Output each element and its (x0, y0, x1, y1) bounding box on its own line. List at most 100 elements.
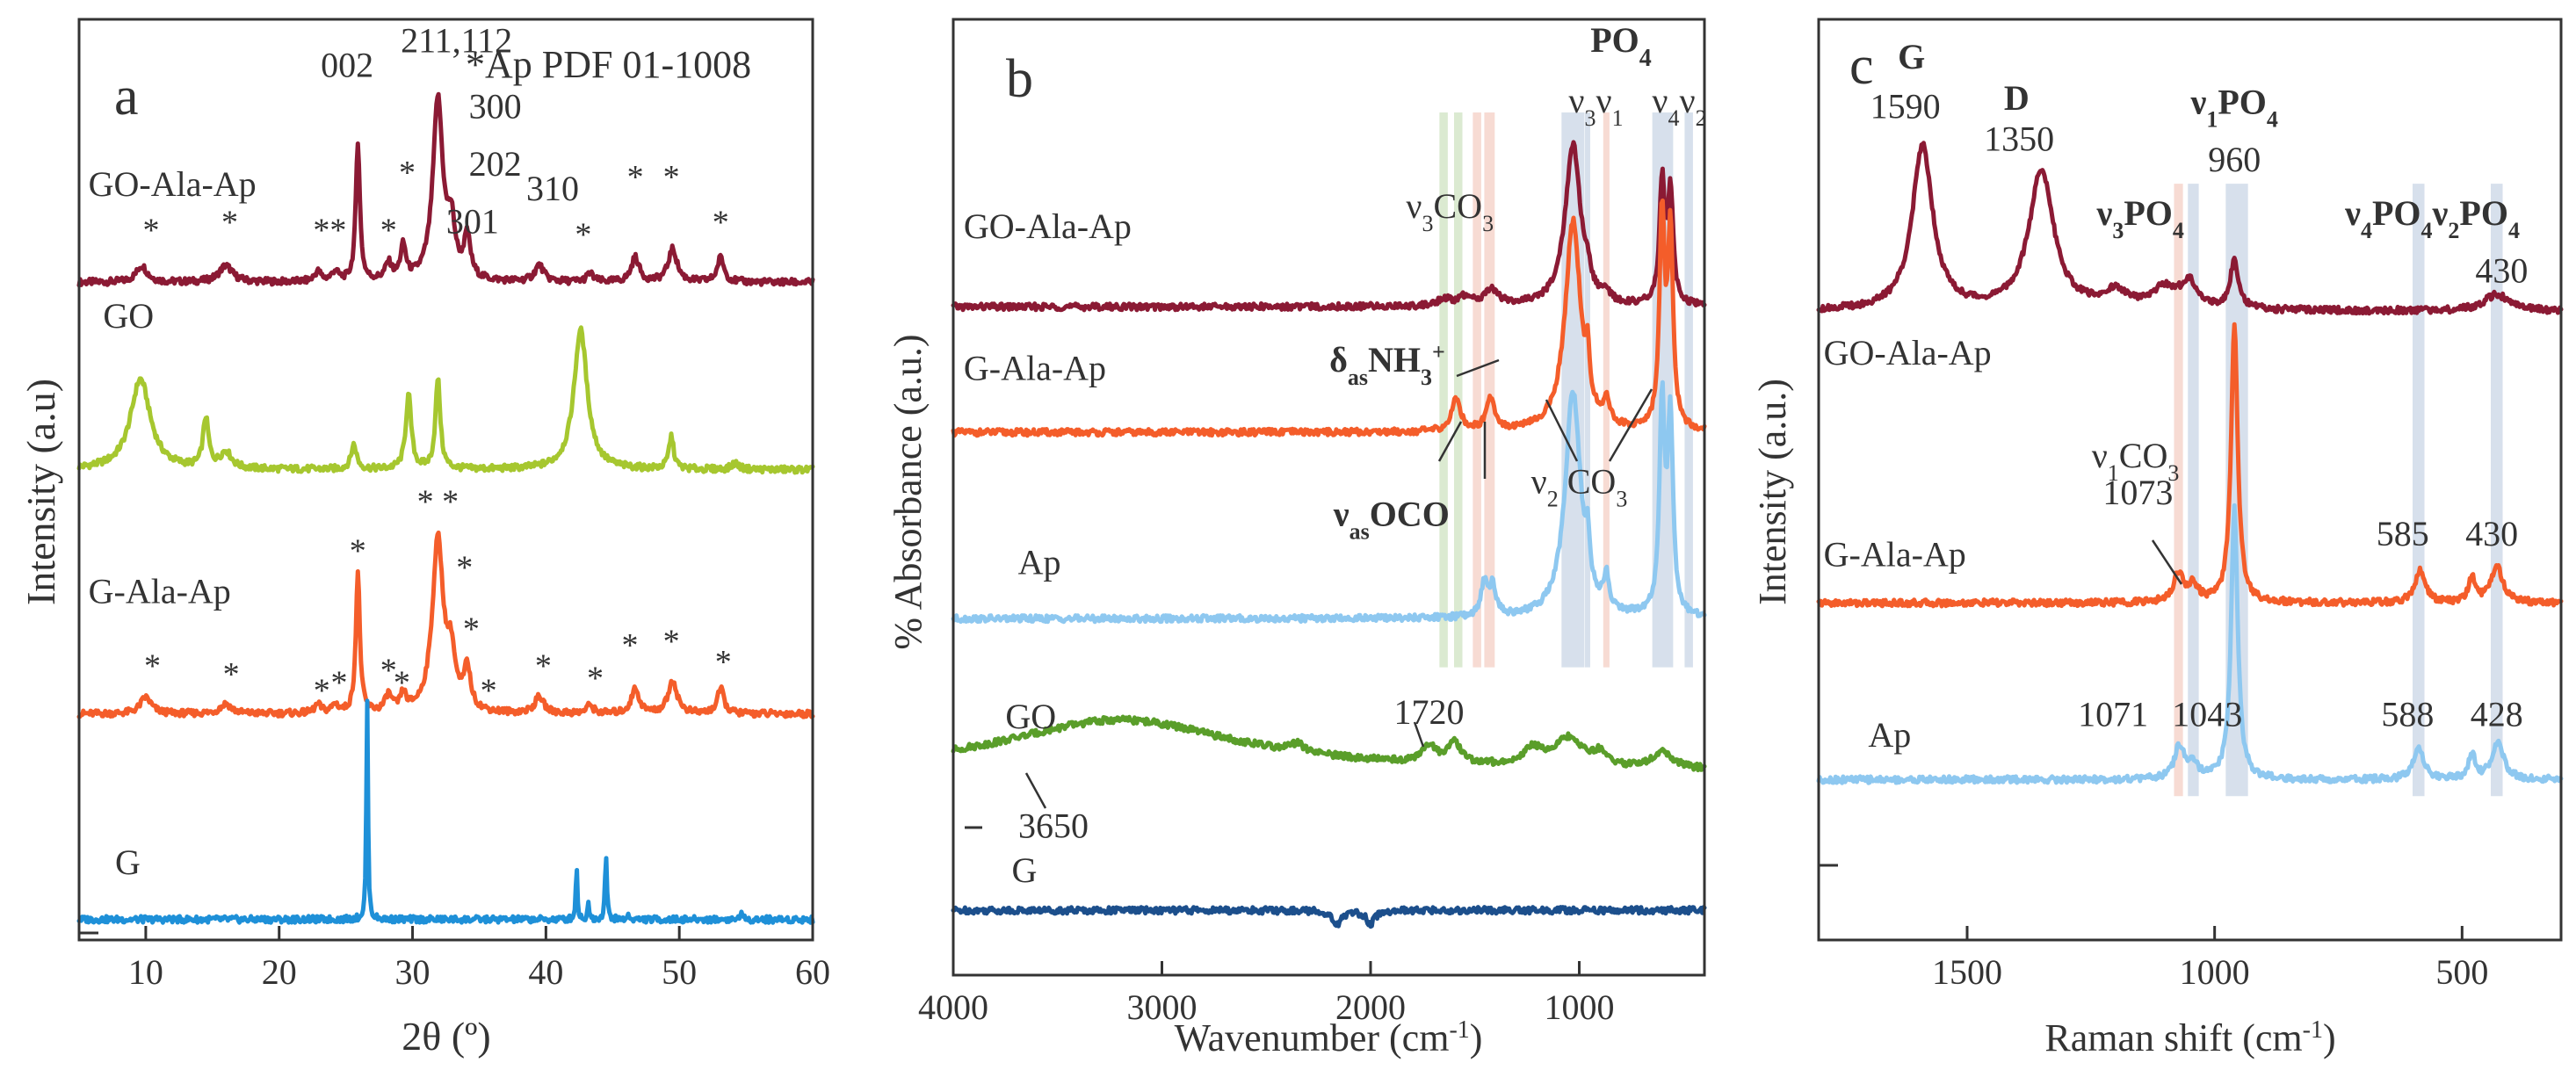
annotation-3po4-6: ν3PO4 (2095, 193, 2183, 243)
panel-c-x-ticks: 1500 1000 500 (1932, 926, 2488, 992)
annotation-002-4: 002 (321, 46, 373, 85)
annotation--27: * (380, 652, 397, 689)
panel-c-traces (1816, 141, 2564, 785)
trace-ap (951, 380, 1707, 625)
annotation-go-ala-ap-0: GO-Ala-Ap (89, 164, 257, 204)
band-475 (1684, 112, 1693, 668)
trace-g-ala-ap (76, 530, 815, 719)
annotation-4-2-13: ν4ν2 (1652, 81, 1706, 131)
annotation-1043-17: 1043 (2172, 695, 2242, 734)
x-tick-label-40: 40 (528, 952, 563, 992)
annotation-go-1: GO (103, 296, 154, 336)
panel-c-label: c (1849, 36, 1874, 96)
panel-c-bands (2174, 184, 2503, 797)
annotation--18: * (713, 204, 729, 241)
annotation-3-1-12: ν3ν1 (1568, 81, 1623, 131)
annotation-300-6: 300 (469, 86, 522, 126)
x-tick-label-20: 20 (262, 952, 297, 992)
trace-g-ala-ap (1816, 322, 2564, 609)
panel-c-arrow (2151, 539, 2183, 585)
band-960 (1585, 112, 1590, 668)
annotation--26: * (350, 533, 366, 570)
band-588 (2413, 184, 2425, 797)
band-1650 (1439, 112, 1448, 668)
panel-c-xlabel: Raman shift (cm-1) (2044, 1016, 2335, 1060)
annotation-1po4-4: ν1PO4 (2189, 83, 2277, 133)
annotation--14: * (399, 155, 416, 192)
annotation--34: * (715, 644, 732, 681)
panel-a-ylabel: Intensity (a.u) (18, 379, 63, 605)
annotation-430-14: 430 (2465, 514, 2518, 553)
annotation-301-8: 301 (446, 201, 499, 241)
annotation-1350-3: 1350 (1984, 119, 2054, 159)
annotation-go-ala-ap-0: GO-Ala-Ap (964, 206, 1132, 246)
panel-b-frame (952, 18, 1706, 977)
annotation-asoco-9: νasOCO (1333, 494, 1450, 544)
trace-g (951, 905, 1707, 929)
annotation--25: * (331, 664, 348, 701)
panel-b-ylabel: % Absorbance (a.u.) (886, 334, 930, 649)
annotation--28: * (394, 664, 410, 701)
x-tick-label-1500: 1500 (1932, 952, 2002, 992)
annotation-960-5: 960 (2208, 140, 2261, 179)
annotation--31: * (587, 661, 604, 698)
panel-a-x-ticks: 10 20 30 40 50 60 (128, 926, 830, 992)
annotation--32: * (622, 627, 639, 664)
x-tick-label-4000: 4000 (918, 987, 988, 1027)
annotation--11: * (221, 204, 238, 241)
annotation-1071-16: 1071 (2078, 695, 2148, 734)
annotation-1073-11: 1073 (2102, 473, 2173, 512)
annotation-430-8: 430 (2475, 250, 2528, 290)
trace-go (951, 714, 1707, 773)
panel-a-annotations: GO-Ala-Ap GO G-Ala-Ap G 002 211,112 300 202 301 3… (89, 20, 732, 882)
x-tick-label-2000: 2000 (1335, 987, 1406, 1027)
annotation--20: * (456, 549, 473, 586)
annotation--22: * (144, 648, 161, 685)
panel-b-traces (951, 140, 1707, 929)
panel-a-annotation: *Ap PDF 01-1008 (466, 43, 751, 86)
panel-a-frame (77, 18, 814, 942)
panel-a-xrd: 10 20 30 40 50 60 a *Ap PDF 01-1008 2θ (º) In… (18, 18, 830, 1059)
annotation-2-co3-10: ν2 CO3 (1531, 461, 1628, 511)
band-1043 (2188, 184, 2199, 797)
trace-go (76, 325, 815, 475)
trace-ap (1816, 502, 2564, 785)
annotation-g-0: G (1898, 37, 1925, 76)
panel-a-label: a (114, 67, 139, 127)
band-1490 (1473, 112, 1481, 668)
annotation--30: * (535, 648, 552, 685)
annotation-go-3: GO (1005, 697, 1056, 736)
annotation-588-18: 588 (2381, 695, 2434, 734)
annotation-g-ala-ap-12: G-Ala-Ap (1824, 534, 1966, 574)
panel-b-arrows (1024, 358, 1653, 809)
annotation--16: * (627, 159, 644, 196)
panel-b-annotations: GO-Ala-Ap G-Ala-Ap Ap GO G 1720 3650 ν3CO3 δasNH… (964, 20, 1707, 890)
x-tick-label-1000: 1000 (1545, 987, 1615, 1027)
annotation-d-2: D (2004, 78, 2030, 118)
panel-b-ftir: 4000 3000 2000 1000 b Wavenumber (cm-1) % A… (886, 18, 1707, 1060)
panel-c-ylabel: Intensity (a.u.) (1751, 379, 1794, 605)
annotation--17: * (663, 159, 680, 196)
annotation--10: * (142, 213, 159, 249)
annotation--15: * (575, 216, 591, 253)
panel-a-traces (76, 91, 815, 925)
band-430 (2491, 184, 2503, 797)
annotation-ap-2: Ap (1018, 543, 1061, 582)
x-tick-label-10: 10 (128, 952, 163, 992)
annotation--13: * (380, 213, 397, 249)
band-1430 (1484, 112, 1495, 668)
annotation-go-ala-ap-9: GO-Ala-Ap (1824, 333, 1992, 372)
trace-go-ala-ap (1816, 141, 2564, 316)
band-1073 (2174, 184, 2183, 797)
annotation-310-9: 310 (526, 169, 579, 208)
annotation--19: * * (417, 483, 459, 520)
panel-b-x-ticks: 4000 3000 2000 1000 (918, 961, 1615, 1027)
trace-go-ala-ap (951, 140, 1707, 313)
panel-b-xlabel: Wavenumber (cm-1) (1175, 1016, 1483, 1060)
x-tick-label-30: 30 (395, 952, 431, 992)
x-tick-label-60: 60 (795, 952, 830, 992)
annotation-4po4-2po4-7: ν4PO4ν2PO4 (2344, 193, 2520, 243)
annotation-1590-1: 1590 (1870, 86, 1941, 126)
annotation-asnh3-8: δasNH3+ (1329, 339, 1445, 390)
